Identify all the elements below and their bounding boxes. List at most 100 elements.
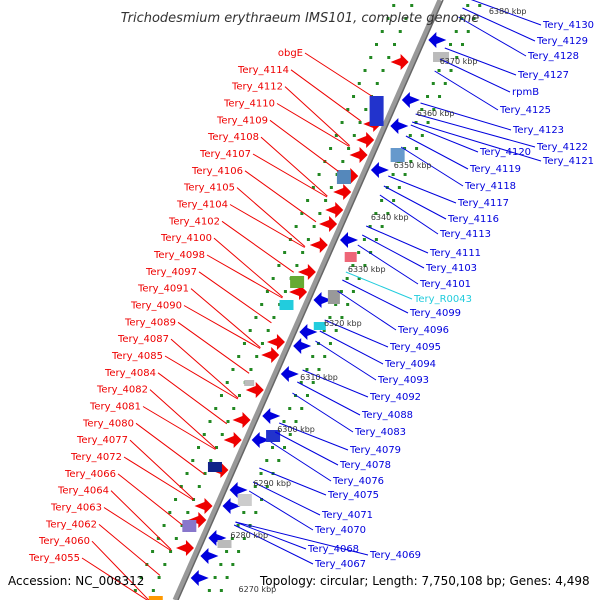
tick-dot <box>225 550 229 553</box>
tick-dot <box>323 355 327 358</box>
tick-dot <box>454 30 458 33</box>
tick-dot <box>260 303 264 306</box>
tick-dot <box>283 290 287 293</box>
gene-block <box>327 290 340 304</box>
tick-dot <box>259 472 263 475</box>
tick-dot <box>466 30 470 33</box>
tick-dot <box>409 160 413 163</box>
tick-dot <box>207 589 211 592</box>
tick-dot <box>357 82 361 85</box>
kbp-label: 6360 kbp <box>417 109 455 118</box>
tick-dot <box>225 576 229 579</box>
forward-gene-arrow <box>319 216 338 232</box>
reverse-gene-arrow <box>190 570 209 586</box>
right-gene-label: Tery_4122 <box>536 142 588 153</box>
kbp-label: 6320 kbp <box>324 319 362 328</box>
right-gene-label: Tery_4128 <box>527 51 579 62</box>
left-gene-label: Tery_4100 <box>160 233 212 244</box>
tick-dot <box>363 69 367 72</box>
forward-gene-arrow <box>232 412 251 428</box>
reverse-gene-arrow <box>390 118 409 134</box>
left-leader-line <box>304 52 372 97</box>
tick-dot <box>214 407 218 410</box>
left-leader-line <box>290 69 361 122</box>
tick-dot <box>219 589 223 592</box>
tick-dot <box>254 316 258 319</box>
left-gene-label: Tery_4108 <box>207 132 259 143</box>
tick-dot <box>426 121 430 124</box>
tick-dot <box>185 472 189 475</box>
left-gene-label: Tery_4102 <box>168 216 220 227</box>
right-gene-label: Tery_4095 <box>389 342 441 353</box>
right-gene-label: Tery_4093 <box>377 375 429 386</box>
tick-dot <box>347 147 351 150</box>
right-gene-label: Tery_4069 <box>369 550 421 561</box>
right-leader-line <box>411 121 542 162</box>
tick-dot <box>169 550 173 553</box>
gene-block <box>390 148 405 162</box>
kbp-label: 6270 kbp <box>239 585 277 594</box>
tick-dot <box>255 355 259 358</box>
tick-dot <box>232 407 236 410</box>
tick-dot <box>202 433 206 436</box>
right-gene-label: Tery_4123 <box>512 125 564 136</box>
right-gene-label: Tery_4127 <box>517 70 569 81</box>
tick-dot <box>265 485 269 488</box>
right-gene-label: Tery_4118 <box>464 181 516 192</box>
left-gene-label: Tery_4091 <box>137 284 189 295</box>
left-leader-line <box>269 119 339 172</box>
left-leader-line <box>170 338 239 399</box>
right-leader-line <box>259 467 327 496</box>
tick-dot <box>334 329 338 332</box>
left-gene-label: Tery_4105 <box>183 183 235 194</box>
left-gene-label: Tery_4066 <box>64 469 116 480</box>
right-leader-line <box>233 524 314 565</box>
right-gene-label: Tery_4079 <box>349 445 401 456</box>
tick-dot <box>230 537 234 540</box>
left-leader-line <box>213 237 284 298</box>
right-leader-line <box>470 0 542 26</box>
left-gene-label: Tery_4089 <box>124 317 176 328</box>
tick-dot <box>226 420 230 423</box>
right-gene-label: Tery_4070 <box>314 525 366 536</box>
tick-dot <box>404 17 408 20</box>
left-gene-label: Tery_4064 <box>57 486 109 497</box>
tick-dot <box>368 225 372 228</box>
genome-backbone-shadow <box>177 0 444 600</box>
tick-dot <box>186 511 190 514</box>
tick-dot <box>305 368 309 371</box>
tick-dot <box>438 95 442 98</box>
tick-dot <box>472 17 476 20</box>
forward-gene-arrow <box>261 347 280 363</box>
tick-dot <box>288 407 292 410</box>
right-leader-line <box>458 16 527 57</box>
right-leader-line <box>420 102 512 131</box>
tick-dot <box>272 316 276 319</box>
right-gene-label: Tery_4076 <box>332 476 384 487</box>
tick-dot <box>231 563 235 566</box>
tick-dot <box>408 134 412 137</box>
kbp-label: 6310 kbp <box>300 373 338 382</box>
kbp-label: 6330 kbp <box>348 265 386 274</box>
right-gene-label: Tery_4078 <box>339 460 391 471</box>
right-leader-line <box>383 185 447 220</box>
left-gene-label: Tery_4080 <box>82 418 134 429</box>
right-leader-line <box>365 225 429 254</box>
tick-dot <box>364 108 368 111</box>
tick-dot <box>369 251 373 254</box>
right-leader-line <box>274 431 339 466</box>
gene-block <box>244 380 255 386</box>
left-leader-line <box>190 288 261 349</box>
tick-dot <box>386 17 390 20</box>
left-leader-line <box>252 153 328 198</box>
tick-dot <box>139 576 143 579</box>
tick-dot <box>306 238 310 241</box>
tick-dot <box>237 394 241 397</box>
forward-gene-arrow <box>297 264 316 280</box>
right-leader-line <box>400 146 464 187</box>
right-gene-label: Tery_4111 <box>429 248 481 259</box>
gene-block <box>336 170 351 184</box>
right-leader-line <box>388 175 457 204</box>
reverse-gene-arrow <box>262 408 281 424</box>
left-leader-line <box>157 372 228 425</box>
